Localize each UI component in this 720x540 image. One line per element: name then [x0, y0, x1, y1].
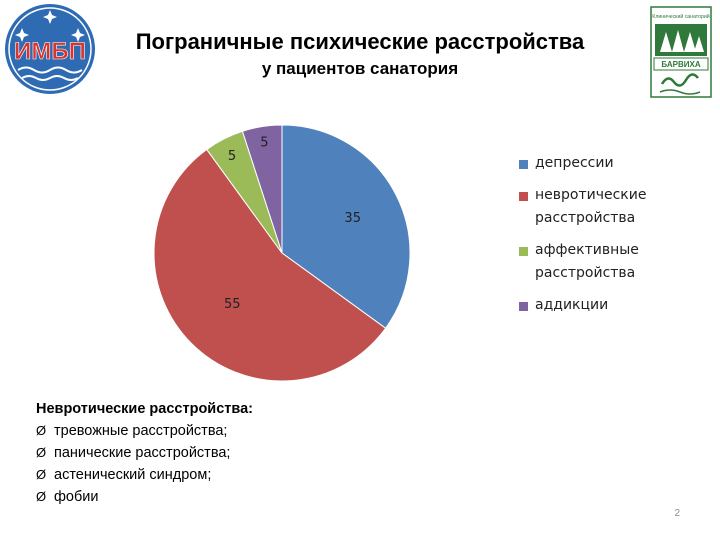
chart-legend: депрессии невротические расстройства аффект… [519, 152, 709, 326]
list-item-text: панические расстройства; [54, 445, 231, 461]
legend-label: депрессии [535, 155, 614, 171]
notes-title: Невротические расстройства: [36, 401, 253, 417]
bullet-arrow-icon: Ø [36, 489, 47, 504]
bullet-arrow-icon: Ø [36, 467, 47, 482]
slide-title: Пограничные психические расстройства [135, 29, 585, 54]
legend-swatch [519, 302, 528, 311]
list-item-text: фобии [54, 489, 99, 505]
swan-icon [660, 73, 699, 87]
star-icon [71, 28, 85, 42]
slide-subtitle: у пациентов санатория [261, 59, 459, 78]
legend-swatch [519, 160, 528, 169]
legend-item: невротические расстройства [519, 184, 709, 230]
pie-slice [241, 124, 283, 254]
pie-slice [153, 148, 387, 382]
data-label: 35 [344, 211, 361, 226]
star-icon [15, 28, 29, 42]
legend-label: аддикции [535, 297, 609, 313]
legend-item: аддикции [519, 294, 709, 317]
legend-label: невротические [535, 187, 647, 203]
list-item-text: астенический синдром; [54, 467, 212, 483]
data-label: 5 [228, 149, 236, 164]
barvikha-logo-top-text: Клинический санаторий [652, 13, 709, 20]
legend-item: депрессии [519, 152, 709, 175]
data-label: 55 [224, 297, 241, 312]
legend-label: расстройства [535, 210, 636, 226]
page-number: 2 [674, 508, 680, 519]
imbp-logo: ИМБП [5, 4, 95, 94]
bullet-arrow-icon: Ø [36, 423, 47, 438]
barvikha-logo: Клинический санаторий БАРВИХА [650, 6, 712, 98]
legend-label: аффективные [535, 242, 639, 258]
legend-swatch [519, 192, 528, 201]
star-icon [43, 10, 57, 24]
imbp-logo-text: ИМБП [14, 38, 86, 65]
bullet-arrow-icon: Ø [36, 445, 47, 460]
barvikha-logo-name: БАРВИХА [661, 60, 700, 69]
legend-swatch [519, 247, 528, 256]
legend-item: аффективные расстройства [519, 239, 709, 285]
list-item-text: тревожные расстройства; [54, 423, 228, 439]
pie-slice [281, 124, 411, 329]
legend-label: расстройства [535, 265, 636, 281]
data-label: 5 [260, 136, 268, 151]
